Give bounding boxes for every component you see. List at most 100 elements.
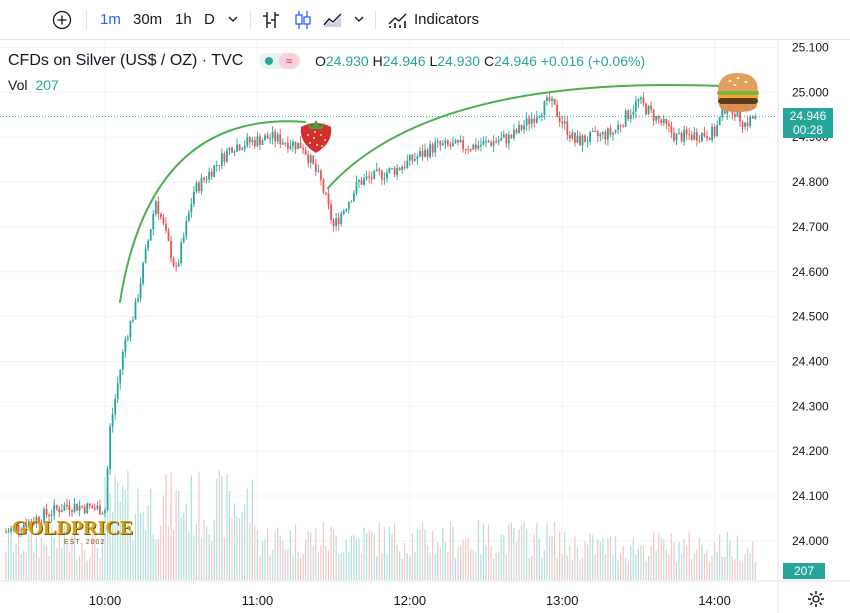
candle-body: [99, 505, 101, 515]
candle-body: [574, 132, 576, 143]
candle-body: [688, 133, 691, 135]
volume-bar: [231, 518, 233, 580]
time-axis-label: 10:00: [89, 593, 122, 608]
volume-bar: [266, 527, 269, 580]
volume-bar: [543, 550, 546, 580]
candle-body: [78, 505, 81, 511]
candle-body: [251, 139, 254, 143]
volume-bar: [675, 562, 678, 580]
candle-body: [462, 140, 465, 149]
candle-body: [444, 140, 447, 144]
candle-body: [637, 99, 640, 102]
candle-body: [708, 138, 711, 140]
candle-body: [449, 144, 452, 147]
volume-bar: [7, 529, 10, 580]
candle-body: [142, 262, 144, 284]
candle-body: [22, 525, 25, 531]
candle-body: [584, 135, 586, 143]
indicators-button[interactable]: Indicators: [414, 11, 480, 28]
candle-body: [553, 98, 556, 105]
interval-d[interactable]: D: [204, 11, 215, 28]
candle-body: [297, 142, 299, 150]
interval-1h[interactable]: 1h: [175, 11, 192, 28]
interval-1m[interactable]: 1m: [100, 11, 121, 28]
open-label: O: [315, 53, 326, 69]
volume-bar: [688, 531, 690, 580]
volume-bar: [89, 556, 91, 580]
candle-body: [482, 140, 485, 145]
candle-body: [754, 116, 757, 119]
volume-bar: [528, 558, 530, 580]
volume-bar: [531, 555, 533, 580]
volume-bar: [680, 553, 683, 580]
volume-bar: [477, 519, 479, 580]
candle-body: [518, 124, 520, 133]
candle-body: [30, 521, 33, 523]
volume-bar: [30, 527, 32, 580]
volume-bar: [274, 531, 276, 580]
chart-type-chevron-icon[interactable]: [354, 14, 364, 24]
candle-style-icon[interactable]: [292, 10, 314, 30]
candle-body: [337, 217, 340, 225]
candle-body: [279, 134, 282, 145]
volume-bar: [203, 519, 205, 580]
market-status-pill[interactable]: ≈: [259, 53, 301, 69]
candle-body: [429, 144, 432, 158]
candle-body: [520, 124, 523, 130]
volume-bar: [432, 530, 434, 580]
candle-body: [25, 525, 28, 528]
candle-body: [284, 142, 287, 144]
candle-body: [294, 141, 297, 150]
candle-body: [373, 170, 376, 179]
volume-bar: [444, 542, 446, 580]
volume-bar: [307, 531, 309, 580]
volume-bar: [495, 552, 497, 580]
candle-body: [617, 125, 619, 130]
volume-bar: [96, 547, 98, 580]
time-axis-label: 14:00: [698, 593, 731, 608]
volume-bar: [475, 551, 477, 580]
area-style-icon[interactable]: [322, 10, 344, 30]
candle-body: [104, 510, 106, 514]
candle-body: [335, 217, 338, 227]
interval-30m[interactable]: 30m: [133, 11, 163, 28]
bar-style-icon[interactable]: [260, 10, 282, 30]
price-axis-label: 24.800: [792, 175, 829, 189]
candle-body: [355, 181, 358, 194]
symbol-legend[interactable]: CFDs on Silver (US$ / OZ) · TVC: [8, 52, 243, 70]
candle-body: [58, 508, 61, 513]
volume-bar: [510, 522, 512, 580]
candle-body: [698, 140, 701, 142]
add-symbol-icon[interactable]: [52, 10, 72, 30]
settings-gear-icon[interactable]: [807, 590, 825, 608]
volume-bar: [388, 526, 391, 580]
volume-bar: [109, 493, 111, 580]
candle-body: [233, 151, 236, 153]
indicators-icon[interactable]: [387, 10, 409, 30]
volume-bar: [442, 528, 444, 580]
annotation-arc-2: [327, 84, 721, 189]
volume-bar: [393, 523, 396, 580]
toolbar-divider: [375, 10, 376, 30]
volume-bar: [272, 549, 274, 580]
volume-bar: [513, 527, 515, 580]
volume-bar: [56, 547, 58, 580]
volume-bar: [576, 547, 579, 580]
volume-bar: [289, 530, 292, 580]
volume-bar: [503, 534, 505, 580]
candle-body: [198, 182, 200, 192]
candle-body: [622, 126, 625, 128]
volume-bar: [360, 553, 363, 580]
candle-body: [299, 142, 302, 149]
candle-body: [703, 132, 706, 137]
candle-body: [238, 144, 241, 151]
candle-body: [363, 178, 365, 185]
volume-legend[interactable]: Vol 207: [8, 77, 59, 93]
volume-bar: [264, 539, 266, 580]
volume-bar: [452, 526, 454, 580]
candle-body: [746, 122, 749, 127]
candle-body: [502, 134, 505, 138]
volume-bar: [612, 554, 614, 580]
interval-chevron-icon[interactable]: [228, 14, 238, 24]
candle-body: [413, 159, 416, 161]
